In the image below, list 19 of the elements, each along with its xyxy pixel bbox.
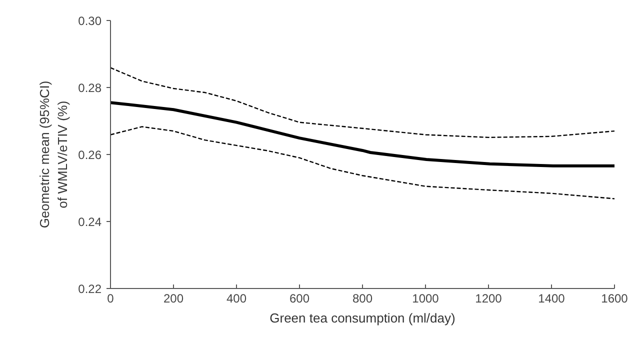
x-tick-label: 400 [226, 292, 247, 306]
y-tick-label: 0.30 [78, 14, 102, 28]
y-tick-label: 0.26 [78, 148, 102, 162]
line-series [110, 67, 614, 138]
x-tick-label: 1400 [538, 292, 566, 306]
y-tick-label: 0.28 [78, 81, 102, 95]
x-tick-label: 0 [107, 292, 114, 306]
line-series [110, 101, 614, 168]
x-tick-label: 200 [163, 292, 184, 306]
x-tick-label: 1000 [412, 292, 440, 306]
line-series [110, 126, 614, 200]
y-axis-title: Geometric mean (95%CI) of WMLV/eTIV (%) [37, 80, 70, 228]
x-tick-label: 1200 [475, 292, 502, 306]
y-tick-label: 0.24 [78, 215, 102, 229]
y-tick-label: 0.22 [78, 282, 102, 296]
x-axis-title: Green tea consumption (ml/day) [270, 310, 456, 326]
x-tick-label: 600 [289, 292, 310, 306]
x-tick-label: 800 [352, 292, 373, 306]
x-tick-label: 1600 [601, 292, 628, 306]
